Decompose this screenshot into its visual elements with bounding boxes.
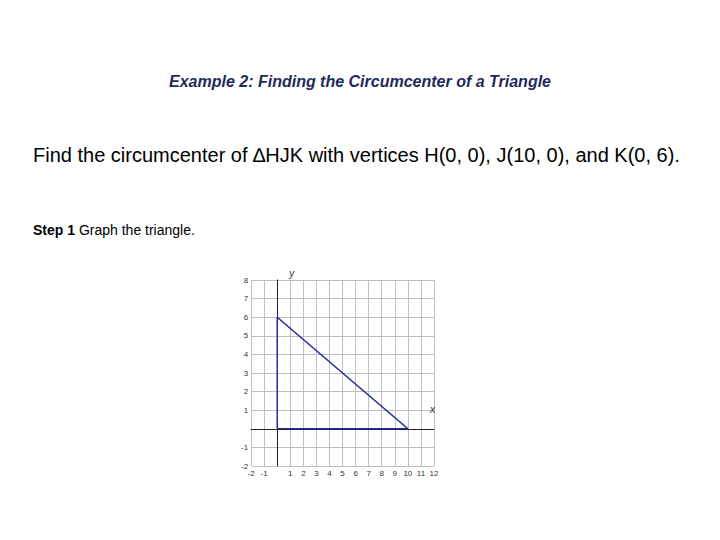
svg-text:6: 6 [244, 313, 249, 322]
svg-text:5: 5 [340, 469, 345, 478]
svg-text:9: 9 [393, 469, 398, 478]
svg-text:8: 8 [380, 469, 385, 478]
svg-text:-2: -2 [241, 461, 249, 471]
svg-text:7: 7 [244, 294, 249, 303]
html-text:Step 1 Graph the triangle.: Step 1 Graph the triangle. [33, 222, 195, 238]
svg-text:8: 8 [244, 276, 249, 285]
svg-text:2: 2 [244, 387, 249, 396]
svg-text:1: 1 [288, 469, 293, 478]
svg-text:6: 6 [353, 469, 358, 478]
svg-text:y: y [288, 268, 295, 279]
svg-text:3: 3 [314, 469, 319, 478]
svg-text:3: 3 [244, 369, 249, 378]
svg-text:-1: -1 [241, 443, 249, 452]
svg-text:10: 10 [403, 469, 412, 478]
svg-text:12: 12 [430, 469, 439, 478]
svg-text:5: 5 [244, 331, 249, 340]
svg-text:-2: -2 [248, 469, 256, 478]
svg-text:1: 1 [244, 406, 249, 415]
html-text:Find the circumcenter of ∆HJK: Find the circumcenter of ∆HJK with verti… [33, 144, 680, 166]
svg-text:4: 4 [327, 469, 332, 478]
svg-text:11: 11 [417, 469, 426, 478]
html-text:Example 2: Finding the Circumc: Example 2: Finding the Circumcenter of a… [169, 73, 551, 90]
svg-text:2: 2 [301, 469, 306, 478]
svg-text:-1: -1 [261, 469, 269, 478]
svg-text:4: 4 [244, 350, 249, 359]
svg-text:x: x [429, 404, 436, 415]
svg-text:7: 7 [366, 469, 371, 478]
